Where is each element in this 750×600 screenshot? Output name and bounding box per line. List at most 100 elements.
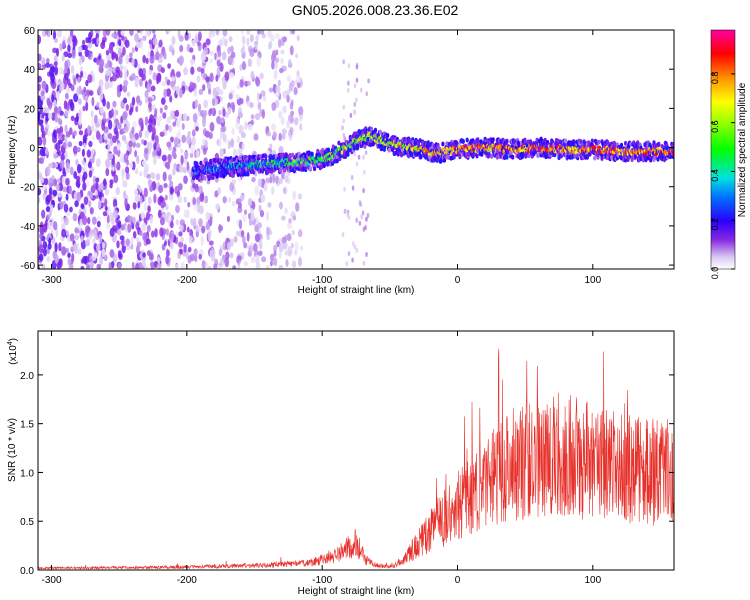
spectrogram-noise-point xyxy=(100,182,104,191)
spectrogram-noise-point xyxy=(281,215,286,221)
spectrogram-noise-point xyxy=(273,244,278,252)
spectrogram-noise-point xyxy=(163,240,167,247)
spectrogram-noise-point xyxy=(179,236,184,243)
spectrogram-noise-point xyxy=(86,149,91,158)
spectrogram-ridge-halo xyxy=(335,158,339,164)
spectrogram-noise-point xyxy=(90,125,95,132)
spectrogram-noise-point xyxy=(144,154,149,161)
spectrogram-noise-point xyxy=(117,142,120,152)
spectrogram-noise-point xyxy=(53,55,57,62)
spectrogram-noise-point xyxy=(291,30,296,35)
spectrogram-noise-point xyxy=(250,256,256,264)
spectrogram-noise-point xyxy=(108,262,112,269)
spectrogram-noise-point xyxy=(236,135,241,144)
spectrogram-noise-point xyxy=(246,232,250,242)
spectrogram-noise-point xyxy=(163,51,167,60)
spectrogram-noise-point xyxy=(164,76,168,82)
spectrogram-noise-point xyxy=(101,248,106,258)
spectrogram-noise-point xyxy=(139,171,143,177)
spectrogram-noise-point xyxy=(227,196,232,203)
spectrogram-noise-point xyxy=(183,243,187,252)
spectrogram-noise-point xyxy=(227,140,231,150)
spectrogram-ridge-halo xyxy=(487,152,491,157)
spectrogram-noise-point xyxy=(122,180,128,188)
spectrogram-noise-point xyxy=(261,109,266,119)
spectrogram-noise-point xyxy=(191,39,196,47)
spectrogram-noise-point xyxy=(75,116,79,122)
spectrogram-noise-point xyxy=(189,47,194,53)
spectrogram-ridge-halo xyxy=(590,138,594,144)
spectrogram-ridge-halo xyxy=(579,139,583,145)
spectrogram-noise-point xyxy=(148,69,153,75)
spectrogram-noise-point xyxy=(112,121,116,129)
spectrogram-noise-point xyxy=(217,264,222,269)
spectrogram-noise-point xyxy=(249,245,253,254)
spectrogram-noise-point xyxy=(278,264,284,269)
spectrogram-noise-point xyxy=(59,110,63,116)
spectrogram-frame xyxy=(37,29,675,270)
spectrogram-noise-point xyxy=(258,250,263,256)
spectrogram-ridge-halo xyxy=(264,154,268,159)
spectrogram-noise-point xyxy=(85,101,89,112)
spectrogram-noise-point xyxy=(85,239,91,247)
spectrogram-noise-point xyxy=(53,153,59,159)
spectrogram-noise-point xyxy=(207,82,211,90)
spectrogram-noise-point xyxy=(145,30,151,37)
spectrogram-noise-point xyxy=(275,85,281,94)
spectrogram-noise-point xyxy=(269,253,275,262)
colorbar-tick-label: 0.4 xyxy=(710,169,720,182)
spectrogram-noise-point xyxy=(94,190,98,196)
spectrogram-noise-point xyxy=(170,136,174,143)
spectrogram-noise-point xyxy=(211,30,216,38)
spectrogram-noise-point xyxy=(116,162,121,171)
spectrogram-noise-point xyxy=(153,118,157,126)
spectrogram-noise-point xyxy=(127,214,131,223)
spectrogram-noise-point xyxy=(353,244,357,250)
spectrogram-noise-point xyxy=(184,151,189,159)
spectrogram-noise-point xyxy=(43,247,47,257)
spectrogram-noise-point xyxy=(142,54,147,64)
spectrogram-noise-point xyxy=(241,35,246,45)
spectrogram-noise-point xyxy=(145,57,149,65)
spectrogram-noise-point xyxy=(275,49,279,56)
spectrogram-noise-point xyxy=(180,261,185,269)
spectrogram-noise-point xyxy=(181,122,185,131)
spectrogram-noise-point xyxy=(40,94,46,101)
spectrogram-noise-point xyxy=(41,184,47,191)
spectrogram-noise-point xyxy=(46,256,51,262)
spectrogram-noise-point xyxy=(53,178,58,187)
spectrogram-noise-point xyxy=(39,157,45,164)
spectrogram-noise-point xyxy=(277,79,281,87)
spectrogram-noise-point xyxy=(155,173,161,181)
spectrogram-noise-point xyxy=(162,201,167,208)
spectrogram-ridge-halo xyxy=(257,154,261,159)
spectrogram-noise-point xyxy=(209,121,215,132)
spectrogram-noise-point xyxy=(186,134,192,145)
spectrogram-noise-point xyxy=(135,236,140,242)
spectrogram-noise-point xyxy=(105,49,110,56)
spectrogram-noise-point xyxy=(227,46,231,55)
spectrogram-noise-point xyxy=(73,93,79,103)
spectrogram-noise-point xyxy=(241,62,247,70)
spectrogram-noise-point xyxy=(77,179,81,189)
spectrogram-noise-point xyxy=(63,216,69,226)
spectrogram-noise-point xyxy=(45,166,51,177)
spectrogram-noise-point xyxy=(147,123,153,133)
spectrogram-noise-point xyxy=(92,175,97,185)
spectrogram-noise-point xyxy=(292,215,297,221)
spectrogram-noise-point xyxy=(202,84,206,92)
spectrogram-noise-point xyxy=(65,247,69,254)
spectrogram-noise-point xyxy=(95,177,100,183)
spectrogram-noise-point xyxy=(124,198,128,208)
spectrogram-noise-point xyxy=(231,179,236,185)
spectrogram-noise-point xyxy=(65,92,69,100)
spectrogram-noise-point xyxy=(166,162,171,170)
spectrogram-noise-point xyxy=(218,225,224,232)
spectrogram-noise-point xyxy=(196,196,201,207)
spectrogram-noise-point xyxy=(228,72,235,79)
spectrogram-noise-point xyxy=(212,249,216,258)
spectrogram-noise-point xyxy=(179,248,183,255)
spectrogram-noise-point xyxy=(205,76,210,83)
spectrogram-noise-point xyxy=(149,185,154,192)
spectrogram-noise-point xyxy=(355,161,359,167)
